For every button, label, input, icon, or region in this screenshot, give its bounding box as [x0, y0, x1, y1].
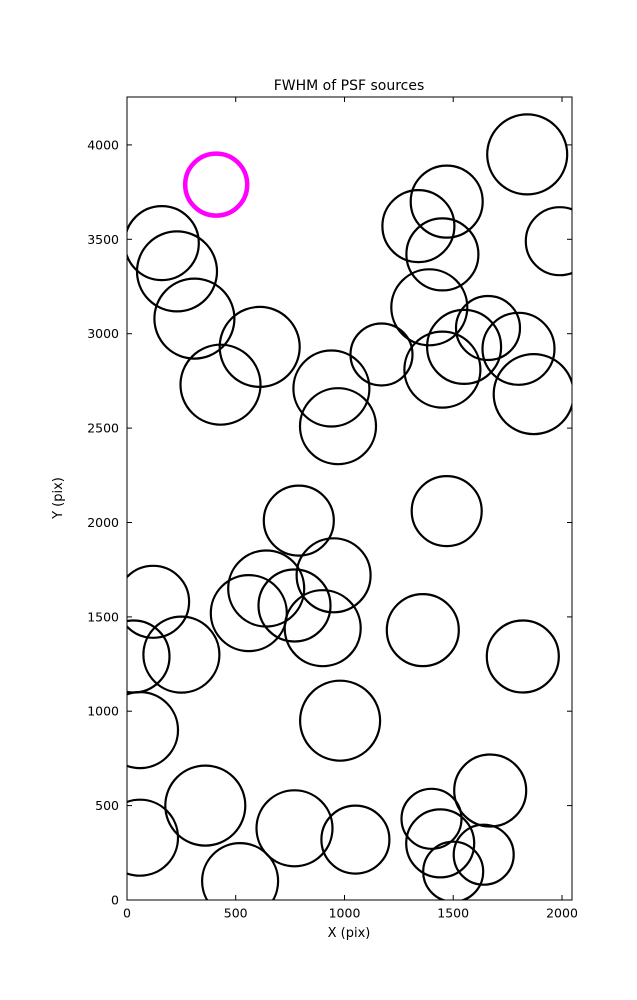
y-tick-label: 1500: [87, 609, 119, 624]
psf-circle: [262, 484, 335, 557]
psf-circle: [283, 589, 362, 668]
x-tick-label: 1500: [437, 906, 469, 921]
psf-circle: [481, 311, 556, 386]
psf-circle: [524, 206, 572, 277]
y-axis-label: Y (pix): [51, 477, 66, 520]
psf-circle: [485, 619, 560, 694]
psf-circle: [298, 387, 378, 466]
y-tick-label: 500: [95, 798, 119, 813]
psf-circle: [179, 343, 262, 426]
psf-circle: [255, 789, 334, 868]
psf-circle: [422, 840, 485, 900]
psf-circle: [390, 268, 469, 347]
psf-circle: [127, 205, 200, 282]
psf-circle: [142, 615, 221, 694]
y-tick-label: 4000: [87, 137, 119, 152]
y-tick-label: 2500: [87, 421, 119, 436]
axis-ticks: [126, 97, 572, 901]
psf-circle: [409, 164, 484, 239]
psf-circle: [405, 808, 476, 879]
psf-circle: [381, 189, 456, 264]
psf-circle: [454, 294, 522, 362]
x-tick-label: 1000: [329, 906, 361, 921]
psf-circle: [492, 353, 572, 436]
highlighted-psf-circle: [182, 151, 250, 218]
psf-circle: [486, 113, 569, 196]
psf-circle: [135, 230, 219, 313]
psf-circle: [299, 679, 382, 762]
y-tick-label: 2000: [87, 515, 119, 530]
psf-circle: [201, 842, 280, 900]
psf-circle: [227, 549, 306, 628]
y-tick-label: 3500: [87, 232, 119, 247]
y-tick-label: 0: [111, 893, 119, 908]
psf-circle: [410, 475, 483, 548]
psf-circle: [452, 823, 515, 886]
x-tick-label: 500: [224, 906, 248, 921]
psf-circle: [349, 322, 414, 387]
chart-title: FWHM of PSF sources: [274, 78, 425, 94]
x-tick-label: 2000: [546, 906, 578, 921]
psf-circle: [453, 753, 528, 828]
psf-circle: [295, 537, 372, 614]
psf-circles-group: [127, 113, 572, 900]
plot-border: [126, 96, 573, 901]
psf-circle: [257, 568, 332, 643]
axis-tick-labels: 0 500 1000 1500 2000 0 500 1000 1500 2000 2500 3000…: [87, 137, 578, 920]
psf-circle: [153, 277, 236, 360]
psf-circle: [127, 691, 180, 770]
psf-circle: [164, 764, 247, 847]
psf-circle: [127, 798, 180, 877]
psf-circle: [320, 804, 391, 875]
psf-circle: [209, 573, 288, 653]
psf-circle: [400, 787, 463, 850]
psf-circle: [127, 564, 191, 639]
x-axis-label: X (pix): [328, 926, 371, 941]
y-tick-label: 3000: [87, 326, 119, 341]
y-tick-label: 1000: [87, 704, 119, 719]
psf-circle: [405, 217, 480, 292]
psf-circle: [403, 330, 482, 409]
x-tick-label: 0: [123, 906, 131, 921]
psf-circle: [292, 349, 371, 428]
psf-circle: [426, 308, 503, 385]
psf-circle: [385, 592, 460, 668]
